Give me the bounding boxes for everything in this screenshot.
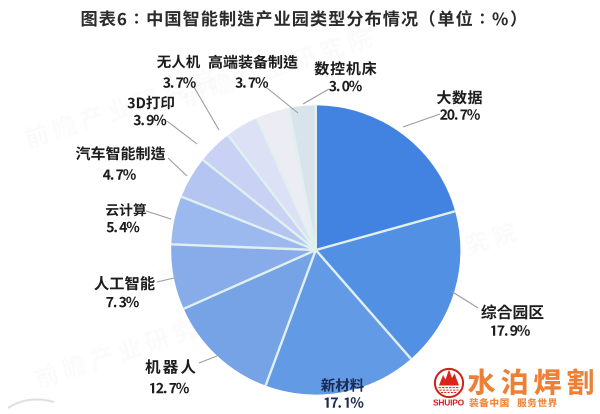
svg-text:SHUIPO: SHUIPO bbox=[433, 398, 465, 408]
